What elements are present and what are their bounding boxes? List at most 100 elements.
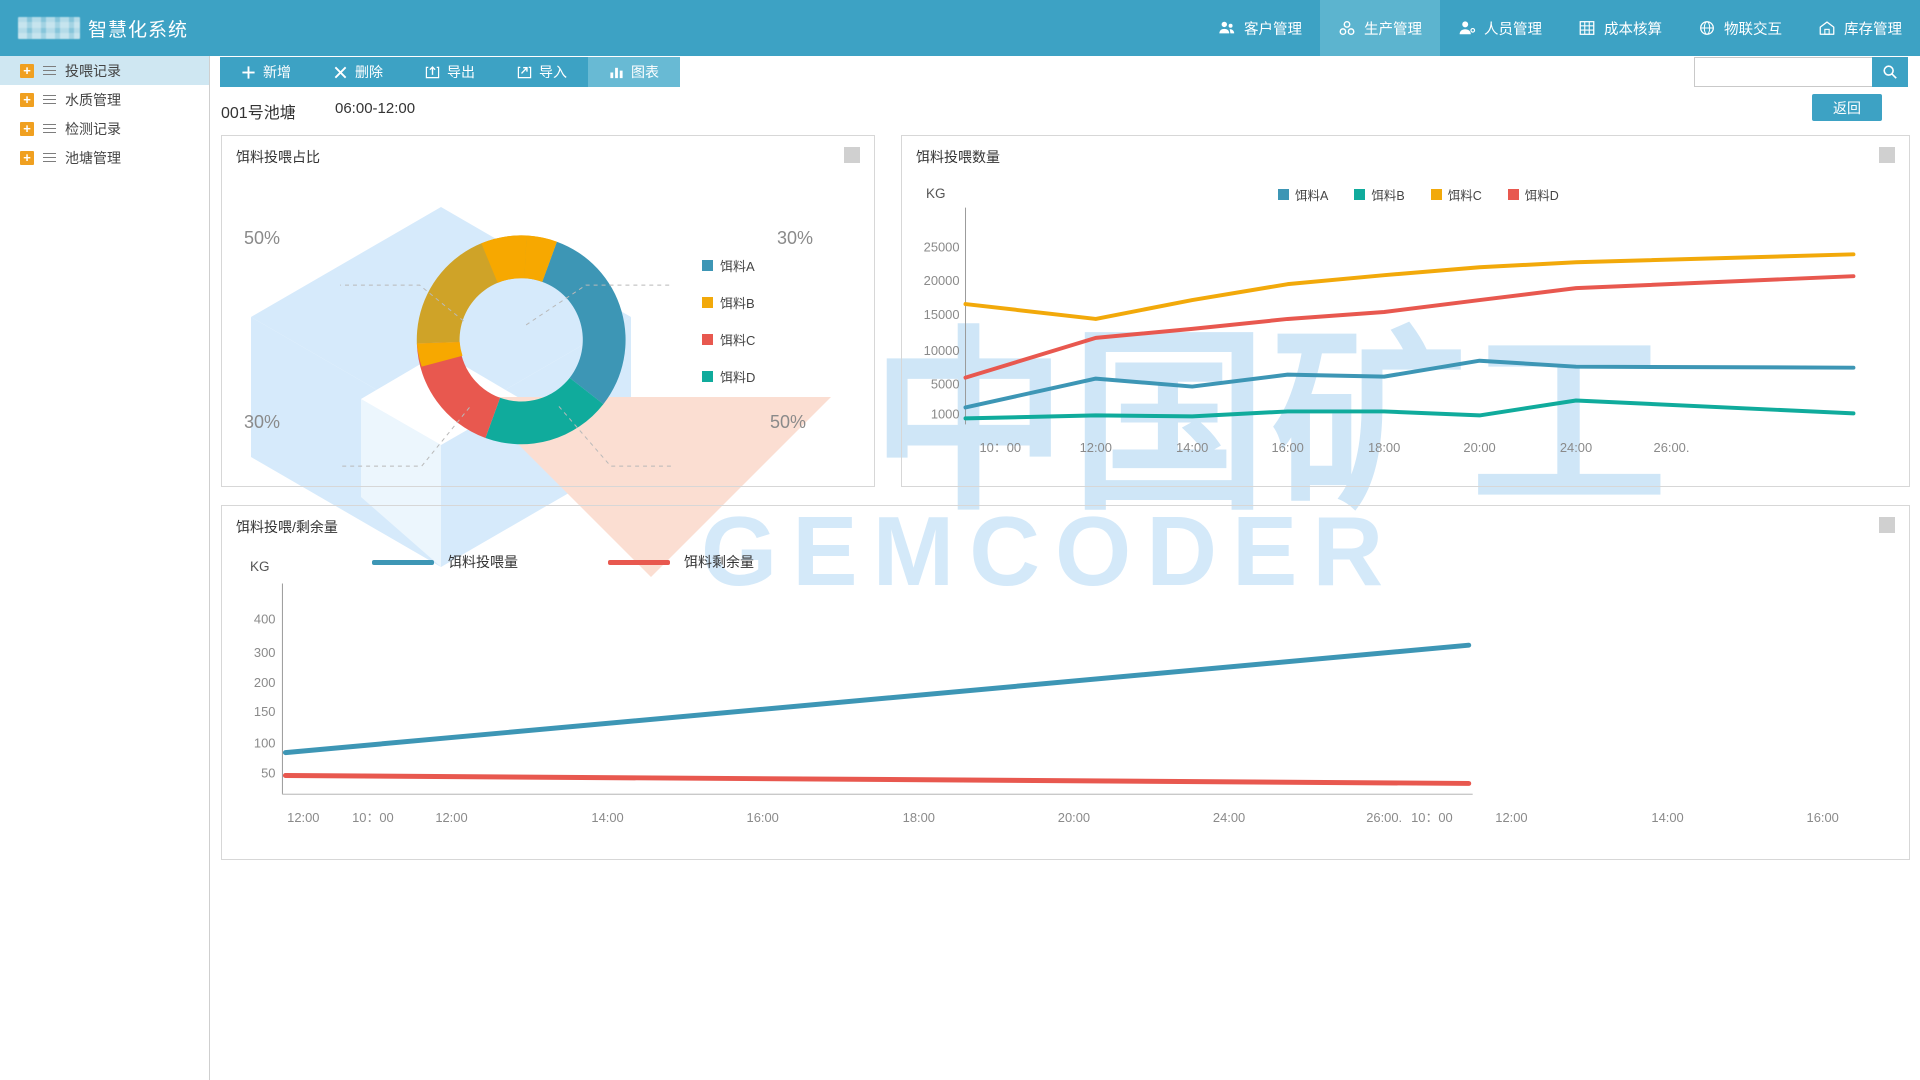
x-tick: 16:00 bbox=[747, 810, 779, 825]
sidebar-item-label: 池塘管理 bbox=[65, 149, 121, 166]
plus-icon[interactable]: + bbox=[20, 92, 34, 107]
sidebar-item-feeding-records[interactable]: + 投喂记录 bbox=[0, 56, 209, 85]
legend-item[interactable]: 饵料A bbox=[1278, 185, 1328, 204]
legend-item[interactable]: 饵料C bbox=[1430, 185, 1482, 204]
y-tick-200: 200 bbox=[254, 675, 276, 690]
pie-callout-bottom-left: 30% bbox=[244, 412, 281, 432]
nav-label: 客户管理 bbox=[1244, 21, 1302, 38]
nav-label: 人员管理 bbox=[1484, 21, 1542, 38]
pie-callout-top-right: 30% bbox=[777, 228, 814, 248]
x-tick: 16:00 bbox=[1272, 440, 1304, 455]
x-tick: 18:00 bbox=[903, 810, 935, 825]
legend-item[interactable]: 饵料C bbox=[702, 330, 755, 349]
sidebar-item-label: 检测记录 bbox=[65, 120, 121, 137]
export-button[interactable]: 导出 bbox=[404, 57, 496, 87]
legend-swatch bbox=[1354, 189, 1366, 200]
nav-item-personnel[interactable]: 人员管理 bbox=[1440, 0, 1560, 56]
pie-callout-top-left: 50% bbox=[244, 228, 281, 248]
add-button[interactable]: 新增 bbox=[220, 57, 312, 87]
time-range: 06:00-12:00 bbox=[335, 100, 416, 117]
export-up-icon bbox=[425, 65, 440, 80]
y-tick-20000: 20000 bbox=[924, 273, 960, 288]
legend-item[interactable]: 饵料B bbox=[702, 293, 755, 312]
plus-icon[interactable]: + bbox=[20, 63, 34, 78]
series-feed-amount-line bbox=[282, 642, 1472, 756]
legend-label: 饵料D bbox=[1524, 189, 1559, 203]
x-tick: 26:00. bbox=[1654, 440, 1690, 455]
x-tick: 20:00 bbox=[1058, 810, 1090, 825]
close-x-icon bbox=[333, 65, 348, 80]
main-nav: 客户管理 生产管理 人员管理 成本核算 物联交互 库存管理 bbox=[1200, 0, 1920, 56]
legend-label: 饵料B bbox=[720, 296, 755, 311]
bar-chart-icon bbox=[609, 65, 624, 80]
x-tick: 24:00 bbox=[1213, 810, 1245, 825]
x-tick: 10：00 bbox=[1411, 810, 1453, 825]
x-tick: 14:00 bbox=[1176, 440, 1208, 455]
delete-button[interactable]: 删除 bbox=[312, 57, 404, 87]
nav-item-inventory[interactable]: 库存管理 bbox=[1800, 0, 1920, 56]
nav-label: 成本核算 bbox=[1604, 21, 1662, 38]
panel-feed-share: 饵料投喂占比 bbox=[221, 135, 875, 487]
x-tick: 18:00 bbox=[1368, 440, 1400, 455]
action-toolbar: 新增 删除 导出 导入 图表 bbox=[220, 57, 680, 87]
nav-label: 库存管理 bbox=[1844, 21, 1902, 38]
import-button[interactable]: 导入 bbox=[496, 57, 588, 87]
sidebar-item-water-quality[interactable]: + 水质管理 bbox=[0, 85, 209, 114]
series-feed-remaining-line bbox=[282, 772, 1472, 786]
y-tick-400: 400 bbox=[254, 611, 276, 626]
list-icon bbox=[43, 63, 56, 77]
legend-item[interactable]: 饵料B bbox=[1354, 185, 1405, 204]
list-icon bbox=[43, 92, 56, 106]
button-label: 导出 bbox=[447, 64, 475, 80]
series-feedB-line bbox=[963, 398, 1856, 421]
donut-legend: 饵料A 饵料B 饵料C 饵料D bbox=[702, 256, 755, 404]
panel-feed-quantity: 饵料投喂数量 KG 饵料A 饵料B 饵料C 饵料D 25000 20000 15… bbox=[901, 135, 1910, 487]
series-feedC-line bbox=[963, 252, 1856, 321]
x-tick: 12:00 bbox=[287, 810, 319, 825]
x-tick: 10：00 bbox=[352, 810, 394, 825]
sidebar: + 投喂记录 + 水质管理 + 检测记录 + 池塘管理 bbox=[0, 56, 210, 1080]
nav-item-cost[interactable]: 成本核算 bbox=[1560, 0, 1680, 56]
legend-item[interactable]: 饵料A bbox=[702, 256, 755, 275]
production-icon bbox=[1338, 19, 1356, 37]
y-tick-1000: 1000 bbox=[931, 406, 960, 421]
y-tick-300: 300 bbox=[254, 645, 276, 660]
button-label: 图表 bbox=[631, 64, 659, 80]
pond-name: 001号池塘 bbox=[221, 105, 296, 122]
panel-resize-handle[interactable] bbox=[1879, 147, 1895, 163]
plus-icon[interactable]: + bbox=[20, 121, 34, 136]
back-button[interactable]: 返回 bbox=[1812, 94, 1882, 121]
y-tick-100: 100 bbox=[254, 736, 276, 751]
search-input[interactable] bbox=[1694, 57, 1872, 87]
legend-item[interactable]: 饵料D bbox=[702, 367, 755, 386]
users-icon bbox=[1218, 19, 1236, 37]
legend-label: 饵料D bbox=[720, 370, 756, 385]
legend-swatch bbox=[702, 371, 713, 382]
x-tick: 20:00 bbox=[1463, 440, 1495, 455]
nav-label: 生产管理 bbox=[1364, 21, 1422, 38]
legend-item[interactable]: 饵料D bbox=[1507, 185, 1559, 204]
nav-item-iot[interactable]: 物联交互 bbox=[1680, 0, 1800, 56]
content-area: 001号池塘 06:00-12:00 返回 中国矿工 GEMCODER 饵料投喂… bbox=[211, 87, 1920, 1080]
search-button[interactable] bbox=[1872, 57, 1908, 87]
nav-item-customer[interactable]: 客户管理 bbox=[1200, 0, 1320, 56]
warehouse-icon bbox=[1818, 19, 1836, 37]
search-icon bbox=[1883, 65, 1897, 79]
sidebar-item-pond-management[interactable]: + 池塘管理 bbox=[0, 143, 209, 172]
nav-item-production[interactable]: 生产管理 bbox=[1320, 0, 1440, 56]
y-tick-15000: 15000 bbox=[924, 307, 960, 322]
sidebar-item-label: 水质管理 bbox=[65, 91, 121, 108]
panel-resize-handle[interactable] bbox=[844, 147, 860, 163]
brand: 智慧化系统 bbox=[18, 15, 188, 42]
panel-resize-handle[interactable] bbox=[1879, 517, 1895, 533]
plus-icon[interactable]: + bbox=[20, 150, 34, 165]
y-tick-150: 150 bbox=[254, 704, 276, 719]
chart-button[interactable]: 图表 bbox=[588, 57, 680, 87]
x-tick: 14:00 bbox=[591, 810, 623, 825]
series-feedA-line bbox=[963, 358, 1856, 410]
person-icon bbox=[1458, 19, 1476, 37]
sidebar-item-inspection-records[interactable]: + 检测记录 bbox=[0, 114, 209, 143]
y-tick-25000: 25000 bbox=[924, 239, 960, 254]
app-header: 智慧化系统 客户管理 生产管理 人员管理 成本核算 物联交互 bbox=[0, 0, 1920, 56]
list-icon bbox=[43, 121, 56, 135]
